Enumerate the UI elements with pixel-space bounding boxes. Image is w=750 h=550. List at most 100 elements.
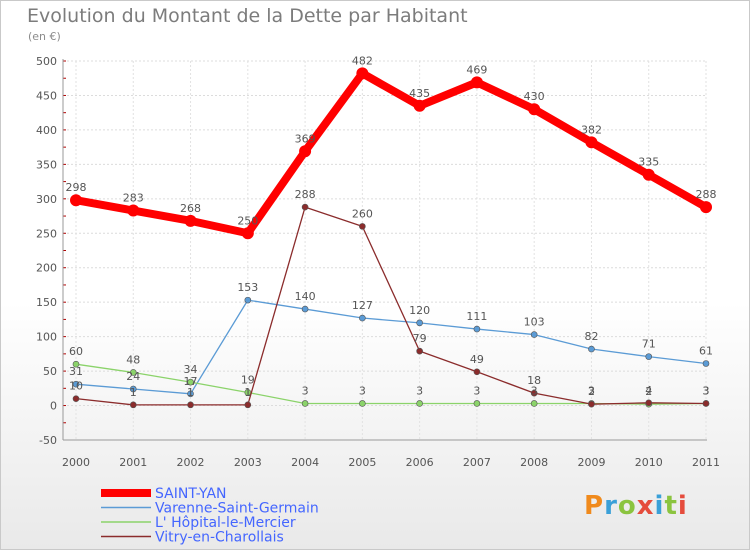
- data-label: 120: [409, 304, 430, 317]
- series-line: [75, 299, 707, 395]
- data-label: 2: [588, 385, 595, 398]
- logo-letter: P: [584, 491, 605, 521]
- x-tick-label: 2004: [291, 456, 319, 469]
- data-label: 82: [584, 330, 598, 343]
- data-point: [473, 368, 481, 376]
- data-point: [416, 319, 423, 327]
- data-point: [129, 401, 137, 409]
- data-label: 250: [237, 214, 258, 227]
- data-label: 435: [409, 87, 430, 100]
- data-label: 140: [295, 290, 316, 303]
- data-point: [129, 369, 137, 376]
- x-tick-label: 2003: [234, 456, 262, 469]
- data-label: 288: [696, 188, 717, 201]
- data-label: 48: [126, 353, 140, 366]
- data-point: [702, 360, 710, 367]
- data-point: [702, 400, 710, 407]
- data-label: 79: [413, 332, 427, 345]
- y-tick-label: 150: [36, 296, 57, 309]
- logo-letter: x: [636, 491, 655, 521]
- data-label: 283: [123, 192, 144, 205]
- data-label: 382: [581, 123, 602, 136]
- y-tick-label: 0: [50, 400, 57, 413]
- data-point: [301, 305, 309, 313]
- data-point: [416, 400, 423, 407]
- data-point: [244, 296, 252, 304]
- data-label: 3: [588, 384, 595, 397]
- data-label: 24: [126, 370, 140, 383]
- data-label: 268: [180, 202, 201, 215]
- data-label: 482: [352, 54, 373, 67]
- data-point: [72, 395, 80, 402]
- data-point: [359, 314, 366, 322]
- data-point: [473, 400, 481, 407]
- data-label: 3: [703, 384, 710, 397]
- data-point: [187, 401, 194, 409]
- x-tick-label: 2006: [406, 456, 434, 469]
- series-line: [72, 69, 710, 238]
- data-point: [413, 99, 426, 112]
- legend-label: SAINT-YAN: [155, 486, 227, 502]
- logo-letter: i: [677, 491, 688, 521]
- logo-letter: r: [604, 491, 618, 521]
- x-tick-label: 2001: [119, 456, 147, 469]
- data-label: 469: [466, 63, 487, 76]
- x-tick-label: 2007: [463, 456, 491, 469]
- data-label: 153: [237, 281, 258, 294]
- legend-label: L' Hôpital-le-Mercier: [155, 515, 296, 531]
- data-point: [129, 385, 137, 393]
- legend-label: Vitry-en-Charollais: [155, 530, 284, 546]
- x-tick-label: 2009: [577, 456, 605, 469]
- data-label: 3: [359, 384, 366, 397]
- data-label: 260: [352, 207, 373, 220]
- data-label: 111: [466, 310, 487, 323]
- y-tick-label: 300: [36, 193, 57, 206]
- data-label: 3: [302, 384, 309, 397]
- legend-label: Varenne-Saint-Germain: [155, 501, 319, 517]
- data-label: 369: [295, 132, 316, 145]
- data-point: [187, 390, 194, 398]
- data-point: [585, 136, 598, 149]
- data-label: 2: [645, 385, 652, 398]
- data-point: [70, 194, 82, 207]
- y-tick-label: 350: [36, 158, 57, 171]
- y-tick-label: 450: [36, 89, 57, 102]
- data-point: [530, 331, 538, 338]
- data-label: 17: [184, 375, 198, 388]
- data-label: 71: [642, 338, 656, 351]
- data-label: 4: [645, 384, 652, 397]
- data-point: [187, 378, 194, 386]
- data-label: 103: [524, 316, 545, 329]
- data-point: [72, 360, 80, 368]
- data-point: [470, 76, 483, 89]
- data-point: [473, 325, 481, 333]
- data-label: 335: [638, 156, 659, 169]
- y-tick-label: 250: [36, 227, 57, 240]
- data-point: [588, 345, 595, 353]
- data-point: [645, 399, 653, 407]
- logo-letter: t: [664, 491, 678, 521]
- data-label: 127: [352, 299, 373, 312]
- x-tick-label: 2002: [177, 456, 205, 469]
- x-tick-label: 2011: [692, 456, 720, 469]
- logo-letter: o: [617, 491, 637, 521]
- data-label: 3: [531, 384, 538, 397]
- data-point: [184, 214, 197, 227]
- data-label: 19: [241, 373, 255, 386]
- x-tick-label: 2010: [635, 456, 663, 469]
- data-point: [356, 67, 369, 80]
- data-label: 3: [416, 384, 423, 397]
- data-point: [244, 401, 252, 409]
- chart-title: Evolution du Montant de la Dette par Hab…: [27, 5, 468, 27]
- data-point: [72, 380, 80, 388]
- x-tick-label: 2005: [348, 456, 376, 469]
- data-point: [528, 103, 541, 116]
- x-tick-label: 2000: [62, 456, 90, 469]
- data-point: [642, 168, 655, 181]
- data-label: 3: [473, 384, 480, 397]
- y-tick-label: 500: [36, 55, 57, 68]
- series-line: [75, 206, 707, 406]
- data-label: 49: [470, 353, 484, 366]
- chart-subtitle: (en €): [28, 30, 61, 43]
